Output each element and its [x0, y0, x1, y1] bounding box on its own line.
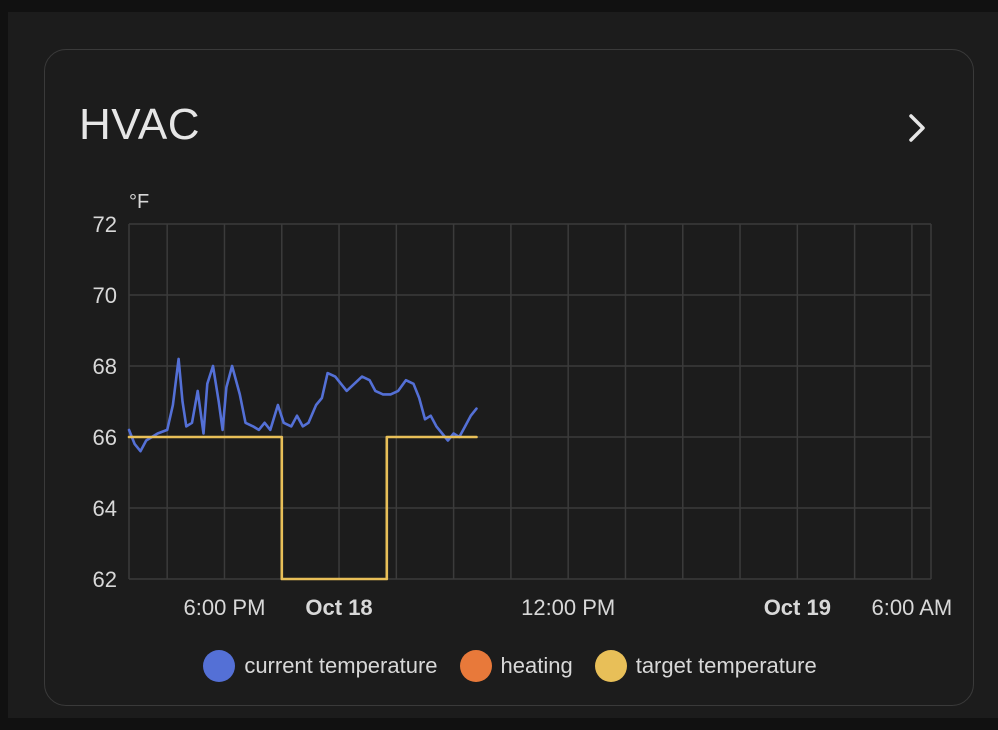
y-unit-label: °F [129, 191, 149, 213]
y-tick-label: 70 [93, 283, 117, 308]
legend-item-current[interactable]: current temperature [203, 650, 438, 682]
legend-label-target: target temperature [635, 653, 817, 678]
series-line-current-temperature [127, 357, 478, 453]
x-tick-label: 6:00 AM [872, 595, 953, 620]
y-tick-label: 72 [93, 212, 117, 237]
chart-axis-labels: 62 64 66 68 70 72 °F 6:00 PM Oct 18 12:00 PM Oct 1… [93, 191, 953, 620]
legend-swatch-heating [459, 650, 492, 682]
chart-grid [128, 223, 932, 580]
dashboard-background: HVAC 62 64 66 68 70 72 °F 6:00 PM Oct 18 12:00 PM… [8, 12, 998, 718]
chart-series [127, 357, 478, 581]
hvac-card: HVAC 62 64 66 68 70 72 °F 6:00 PM Oct 18 12:00 PM… [44, 49, 974, 706]
y-tick-label: 66 [93, 425, 117, 450]
chart-legend: current temperature heating target tempe… [45, 650, 975, 682]
x-tick-label: Oct 19 [764, 595, 831, 620]
legend-label-heating: heating [500, 653, 573, 678]
card-title: HVAC [79, 100, 200, 149]
legend-swatch-current [203, 650, 236, 682]
legend-item-heating[interactable]: heating [459, 650, 573, 682]
legend-label-current: current temperature [244, 653, 438, 678]
temperature-chart: 62 64 66 68 70 72 °F 6:00 PM Oct 18 12:00 PM Oct 1… [93, 191, 953, 620]
x-tick-label: 12:00 PM [521, 595, 615, 620]
y-tick-label: 62 [93, 567, 117, 592]
legend-item-target[interactable]: target temperature [594, 650, 817, 682]
y-tick-label: 68 [93, 354, 117, 379]
chevron-right-icon[interactable] [903, 108, 933, 148]
y-tick-label: 64 [93, 496, 117, 521]
legend-swatch-target [594, 650, 627, 682]
x-tick-label: 6:00 PM [184, 595, 266, 620]
series-line-target-temperature [127, 435, 478, 581]
x-tick-label: Oct 18 [305, 595, 372, 620]
